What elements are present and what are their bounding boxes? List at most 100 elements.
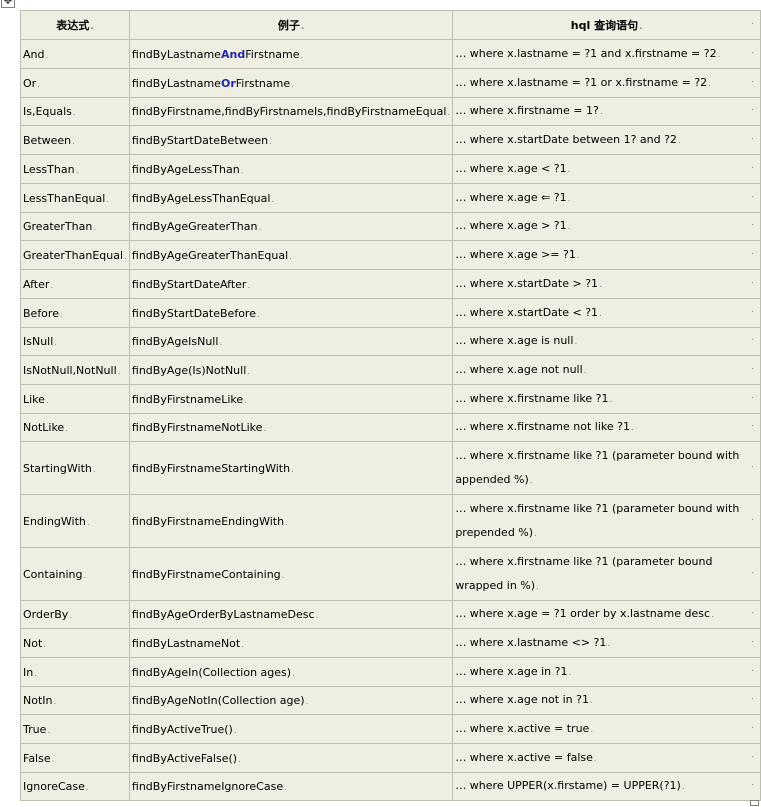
keyword-cell: Or. <box>20 68 130 98</box>
document-top-area: ✥ <box>0 0 761 8</box>
row-end-mark: . <box>751 275 754 286</box>
table-row: False. findByActiveFalse().… where x.acti… <box>20 743 761 773</box>
table-resize-handle-icon[interactable] <box>750 800 759 806</box>
table-row: StartingWith. findByFirstnameStartingWith… <box>20 441 761 495</box>
example-cell: findByAgeOrderByLastnameDesc. <box>128 600 454 629</box>
table-row: Between. findByStartDateBetween.… where x… <box>20 125 761 155</box>
example-cell: findByFirstnameNotLike. <box>128 413 454 442</box>
hql-cell: … where x.startDate < ?1. <box>452 298 761 328</box>
row-end-mark: . <box>751 459 754 470</box>
hql-cell: … where x.age < ?1. <box>452 154 761 184</box>
hql-cell: … where x.age ⇐ ?1. <box>452 183 761 213</box>
table-row: After. findByStartDateAfter.… where x.sta… <box>20 269 761 299</box>
example-cell: findByStartDateAfter. <box>128 269 454 299</box>
table-move-handle-icon[interactable]: ✥ <box>1 0 15 8</box>
hql-cell: … where x.lastname = ?1 and x.firstname … <box>452 39 761 69</box>
example-cell: findByAgeIn(Collection ages). <box>128 657 454 687</box>
row-end-mark: . <box>751 512 754 523</box>
keyword-cell: IsNull. <box>20 327 130 356</box>
table-row: IsNull. findByAgeIsNull.… where x.age is … <box>20 327 761 356</box>
example-cell: findByAgeIsNull. <box>128 327 454 356</box>
header-keyword: 表达式. <box>20 10 130 40</box>
keyword-cell: Is,Equals. <box>20 97 130 126</box>
table-row: IgnoreCase. findByFirstnameIgnoreCase.… w… <box>20 772 761 801</box>
table-row: Containing. findByFirstnameContaining.… w… <box>20 547 761 601</box>
table-row: NotIn. findByAgeNotIn(Collection age).… w… <box>20 686 761 715</box>
table-row: LessThan. findByAgeLessThan.… where x.age… <box>20 154 761 184</box>
keyword-cell: EndingWith. <box>20 494 130 548</box>
keyword-table: 表达式. 例子. hql 查询语句. And. findByLastnameAnd… <box>20 10 761 801</box>
table-row: Like. findByFirstnameLike.… where x.first… <box>20 384 761 414</box>
row-end-mark: . <box>751 218 754 228</box>
keyword-cell: Not. <box>20 628 130 658</box>
example-cell: findByAgeLessThan. <box>128 154 454 184</box>
keyword-cell: LessThan. <box>20 154 130 184</box>
keyword-cell: In. <box>20 657 130 687</box>
example-cell: findByAgeNotIn(Collection age). <box>128 686 454 715</box>
row-end-mark: . <box>751 304 754 315</box>
table-row: LessThanEqual. findByAgeLessThanEqual.… w… <box>20 183 761 213</box>
keyword-cell: NotLike. <box>20 413 130 442</box>
row-end-mark: . <box>751 103 754 113</box>
keyword-cell: Between. <box>20 125 130 155</box>
hql-cell: … where x.firstname like ?1. <box>452 384 761 414</box>
keyword-cell: StartingWith. <box>20 441 130 495</box>
example-cell: findByFirstname,findByFirstnameIs,findBy… <box>128 97 454 126</box>
example-cell: findByFirstnameEndingWith. <box>128 494 454 548</box>
row-end-mark: . <box>751 606 754 616</box>
example-cell: findByLastnameOrFirstname. <box>128 68 454 98</box>
hql-cell: … where x.firstname not like ?1. <box>452 413 761 442</box>
row-end-mark: . <box>751 778 754 788</box>
example-cell: findByActiveTrue(). <box>128 714 454 744</box>
hql-cell: … where x.age >= ?1. <box>452 240 761 270</box>
keyword-cell: After. <box>20 269 130 299</box>
hql-cell: … where x.age in ?1. <box>452 657 761 687</box>
row-end-mark: . <box>751 16 754 27</box>
hql-cell: … where x.startDate > ?1. <box>452 269 761 299</box>
hql-cell: … where x.lastname = ?1 or x.firstname =… <box>452 68 761 98</box>
hql-cell: … where x.age not in ?1. <box>452 686 761 715</box>
table-row: NotLike. findByFirstnameNotLike.… where x… <box>20 413 761 442</box>
table-header-row: 表达式. 例子. hql 查询语句. <box>20 10 761 40</box>
keyword-cell: And. <box>20 39 130 69</box>
row-end-mark: . <box>751 333 754 343</box>
row-end-mark: . <box>751 749 754 760</box>
example-cell: findByFirstnameStartingWith. <box>128 441 454 495</box>
table-row: GreaterThanEqual. findByAgeGreaterThanEqu… <box>20 240 761 270</box>
example-cell: findByFirstnameContaining. <box>128 547 454 601</box>
row-end-mark: . <box>751 246 754 257</box>
keyword-cell: OrderBy. <box>20 600 130 629</box>
example-cell: findByAgeGreaterThanEqual. <box>128 240 454 270</box>
hql-cell: … where x.active = false. <box>452 743 761 773</box>
row-end-mark: . <box>751 361 754 372</box>
hql-cell: … where x.active = true. <box>452 714 761 744</box>
table-row: In. findByAgeIn(Collection ages).… where … <box>20 657 761 687</box>
table-row: True. findByActiveTrue().… where x.active… <box>20 714 761 744</box>
table-row: Before. findByStartDateBefore.… where x.s… <box>20 298 761 328</box>
row-end-mark: . <box>751 74 754 85</box>
table-row: Not. findByLastnameNot.… where x.lastname… <box>20 628 761 658</box>
row-end-mark: . <box>751 419 754 429</box>
hql-cell: … where x.firstname like ?1 (parameter b… <box>452 547 761 601</box>
row-end-mark: . <box>751 692 754 702</box>
example-cell: findByLastnameAndFirstname. <box>128 39 454 69</box>
table-row: Is,Equals. findByFirstname,findByFirstnam… <box>20 97 761 126</box>
row-end-mark: . <box>751 634 754 645</box>
hql-cell: … where x.firstname like ?1 (parameter b… <box>452 494 761 548</box>
table-row: And. findByLastnameAndFirstname.… where x… <box>20 39 761 69</box>
example-cell: findByFirstnameIgnoreCase. <box>128 772 454 801</box>
hql-cell: … where x.firstname like ?1 (parameter b… <box>452 441 761 495</box>
row-end-mark: . <box>751 160 754 171</box>
example-cell: findByStartDateBetween. <box>128 125 454 155</box>
row-end-mark: . <box>751 45 754 56</box>
example-cell: findByLastnameNot. <box>128 628 454 658</box>
keyword-cell: Like. <box>20 384 130 414</box>
row-end-mark: . <box>751 720 754 731</box>
row-end-mark: . <box>751 189 754 200</box>
highlighted-keyword: Or <box>220 76 236 90</box>
table-row: Or. findByLastnameOrFirstname.… where x.l… <box>20 68 761 98</box>
hql-cell: … where x.age = ?1 order by x.lastname d… <box>452 600 761 629</box>
table-row: GreaterThan. findByAgeGreaterThan.… where… <box>20 212 761 241</box>
table-row: OrderBy. findByAgeOrderByLastnameDesc.… w… <box>20 600 761 629</box>
example-cell: findByActiveFalse(). <box>128 743 454 773</box>
